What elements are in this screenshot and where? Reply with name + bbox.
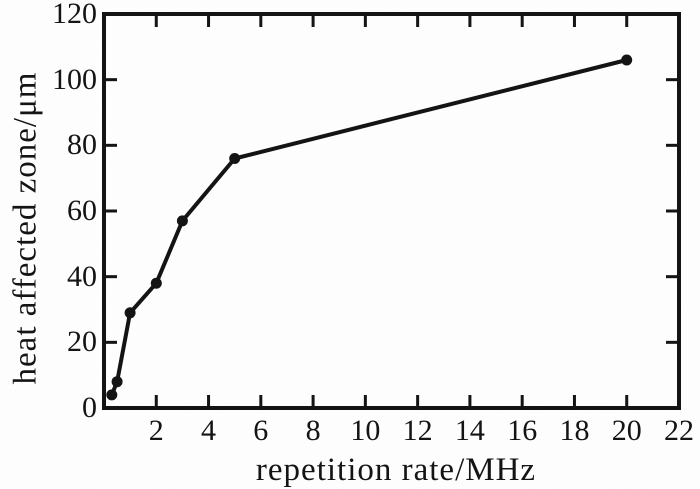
x-tick-label: 20 bbox=[611, 414, 642, 447]
y-tick-label: 80 bbox=[67, 128, 97, 162]
x-tick-label: 6 bbox=[253, 414, 269, 447]
x-tick-label: 10 bbox=[350, 414, 381, 447]
x-tick-label: 4 bbox=[201, 414, 216, 447]
x-tick-label: 22 bbox=[664, 414, 694, 447]
data-point bbox=[229, 153, 241, 164]
x-tick-label: 2 bbox=[148, 414, 164, 447]
x-tick-label: 16 bbox=[507, 414, 538, 447]
x-tick-label: 8 bbox=[305, 414, 321, 447]
x-tick-label: 14 bbox=[454, 414, 485, 447]
data-point bbox=[124, 307, 136, 319]
y-tick-label: 40 bbox=[67, 259, 97, 293]
x-tick-label: 18 bbox=[559, 414, 590, 447]
y-tick-label: 60 bbox=[67, 194, 97, 227]
y-tick-label: 20 bbox=[67, 325, 97, 359]
y-axis-title: heat affected zone/μm bbox=[7, 71, 44, 385]
data-point bbox=[621, 54, 633, 66]
x-tick-label: 12 bbox=[402, 414, 433, 447]
x-axis-title: repetition rate/MHz bbox=[255, 452, 537, 488]
y-tick-label: 120 bbox=[52, 0, 97, 30]
plot-frame bbox=[102, 12, 681, 410]
y-tick-label: 100 bbox=[52, 62, 97, 96]
data-point bbox=[106, 389, 118, 401]
data-point bbox=[176, 215, 188, 227]
data-point bbox=[111, 376, 123, 388]
data-point bbox=[150, 277, 162, 289]
y-tick-label: 0 bbox=[82, 391, 97, 424]
